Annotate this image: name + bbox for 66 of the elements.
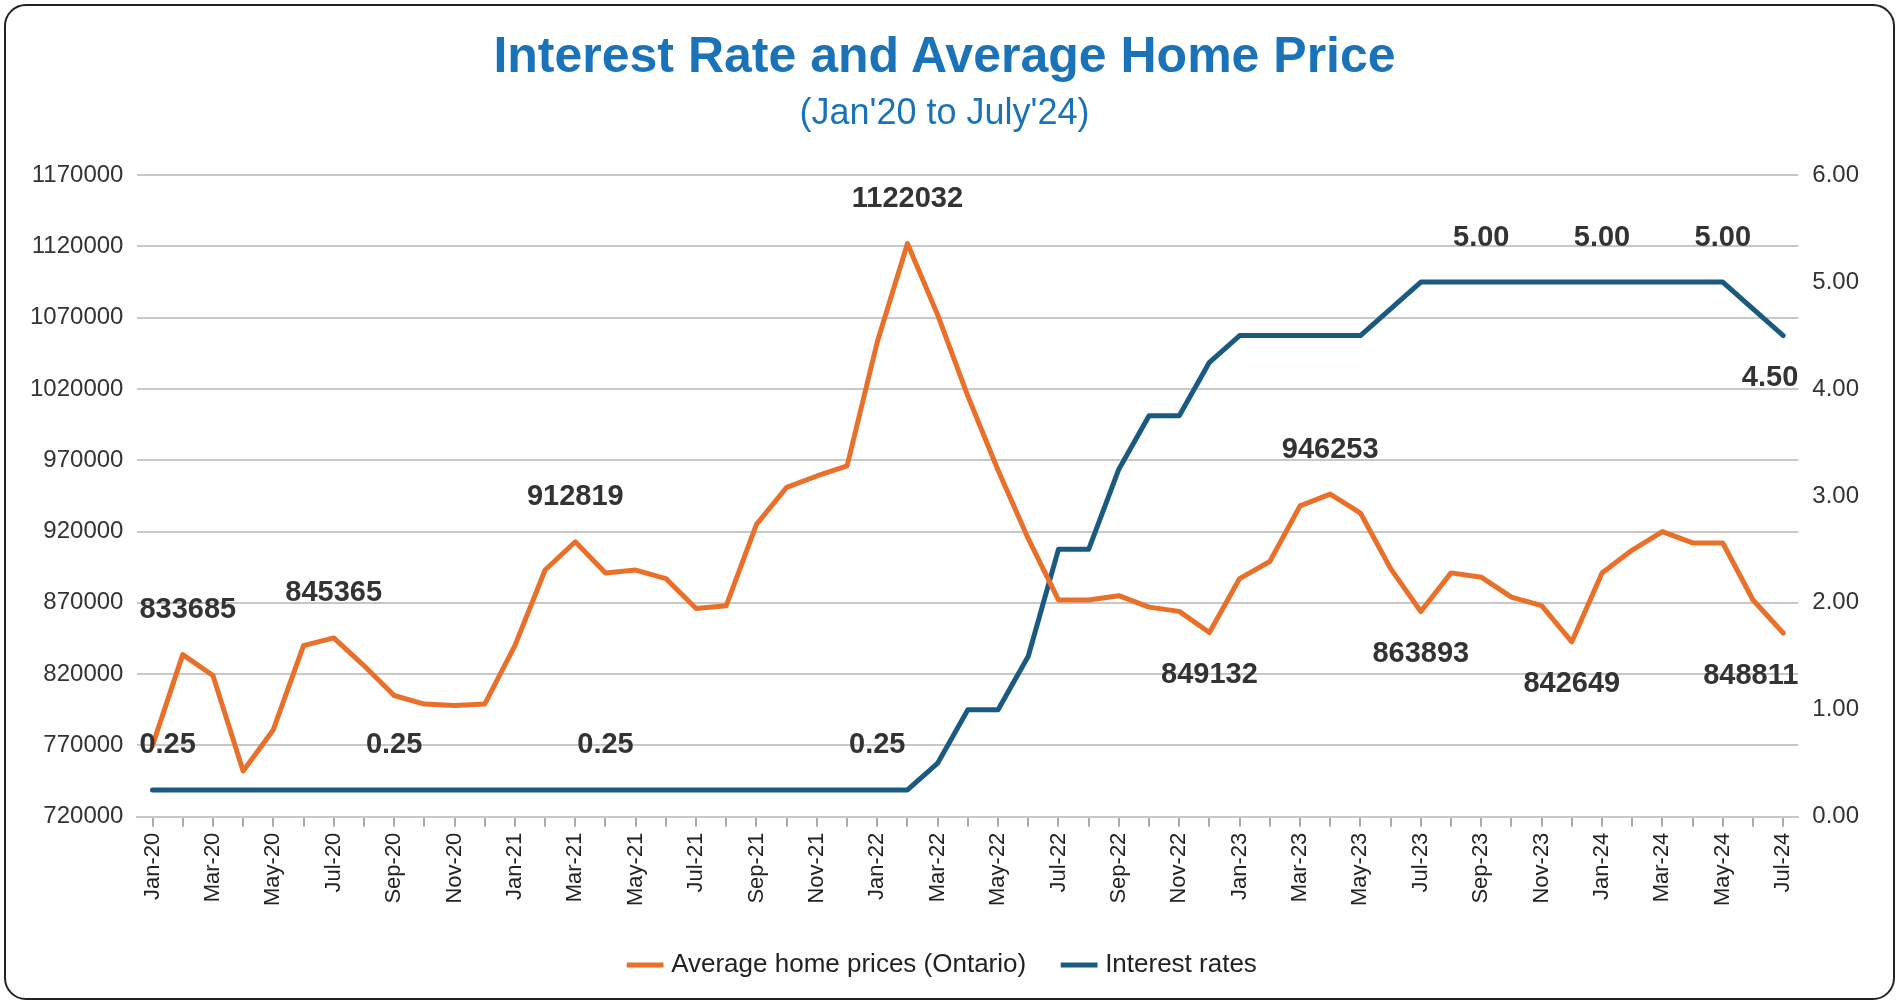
x-tick-label: Jan-23: [1225, 832, 1251, 900]
y-tick-label: 720000: [43, 801, 124, 829]
x-tick-label: Jul-20: [319, 832, 345, 893]
data-label: 863893: [1372, 636, 1470, 669]
x-tick-label: Sep-21: [742, 832, 768, 904]
data-label: 848811: [1703, 657, 1799, 690]
y2-tick-label: 0.00: [1812, 801, 1860, 829]
x-tick-label: May-22: [984, 832, 1010, 906]
legend-label: Interest rates: [1105, 948, 1257, 979]
x-tick-label: Mar-24: [1648, 832, 1674, 903]
y-tick-label: 1020000: [30, 373, 124, 401]
y2-tick-label: 4.00: [1812, 373, 1860, 401]
x-tick-label: Sep-22: [1104, 832, 1130, 904]
y2-tick-label: 1.00: [1812, 694, 1860, 722]
data-label: 912819: [526, 479, 624, 512]
x-tick-label: Jan-24: [1588, 832, 1614, 900]
x-tick-label: Nov-22: [1165, 832, 1191, 904]
data-label: 0.25: [849, 727, 906, 760]
data-label: 5.00: [1573, 219, 1631, 252]
data-label: 845365: [285, 575, 383, 608]
y2-tick-label: 5.00: [1812, 266, 1860, 294]
x-tick-label: Jan-21: [500, 832, 526, 900]
data-label: 1122032: [851, 181, 964, 214]
x-tick-label: May-23: [1346, 832, 1372, 906]
data-label: 5.00: [1694, 219, 1752, 252]
x-tick-label: Jul-24: [1769, 832, 1795, 893]
y-tick-label: 920000: [43, 516, 124, 544]
chart-subtitle: (Jan'20 to July'24): [799, 90, 1090, 132]
data-label: 849132: [1161, 657, 1258, 690]
x-tick-label: Jan-20: [138, 832, 164, 900]
x-tick-label: Nov-20: [440, 832, 466, 904]
x-tick-label: Mar-21: [561, 832, 587, 903]
y-tick-label: 1120000: [31, 231, 124, 259]
data-label: 842649: [1523, 666, 1621, 699]
y-tick-label: 1170000: [31, 159, 124, 187]
x-tick-label: Jul-23: [1406, 832, 1432, 893]
y-tick-label: 1070000: [30, 302, 124, 330]
x-tick-label: Mar-23: [1286, 832, 1312, 903]
x-tick-label: May-21: [621, 832, 647, 906]
x-tick-label: Mar-22: [923, 832, 949, 903]
data-label: 946253: [1281, 431, 1379, 464]
y-tick-label: 770000: [43, 730, 124, 757]
x-tick-label: May-20: [259, 832, 285, 906]
y2-tick-label: 2.00: [1812, 587, 1860, 615]
data-label: 4.50: [1741, 360, 1799, 393]
x-tick-label: Sep-23: [1467, 832, 1493, 904]
data-label: 0.25: [577, 727, 634, 760]
x-tick-label: Jan-22: [863, 832, 889, 900]
x-tick-label: Sep-20: [380, 832, 406, 904]
x-tick-label: Nov-23: [1527, 832, 1553, 904]
legend-label: Average home prices (Ontario): [671, 948, 1027, 979]
data-label: 0.25: [139, 727, 196, 760]
chart-title: Interest Rate and Average Home Price: [493, 26, 1396, 83]
x-tick-label: Jul-22: [1044, 832, 1070, 893]
x-tick-label: Mar-20: [198, 832, 224, 903]
data-label: 833685: [139, 592, 237, 625]
x-tick-label: Nov-21: [802, 832, 828, 904]
x-tick-label: Jul-21: [682, 832, 708, 893]
y-tick-label: 970000: [43, 444, 124, 472]
y-tick-label: 820000: [43, 658, 124, 686]
y-tick-label: 870000: [43, 587, 124, 615]
data-label: 5.00: [1452, 219, 1510, 252]
data-label: 0.25: [365, 727, 423, 760]
x-tick-label: May-24: [1708, 832, 1734, 906]
y2-tick-label: 6.00: [1812, 159, 1860, 187]
y2-tick-label: 3.00: [1812, 480, 1860, 508]
